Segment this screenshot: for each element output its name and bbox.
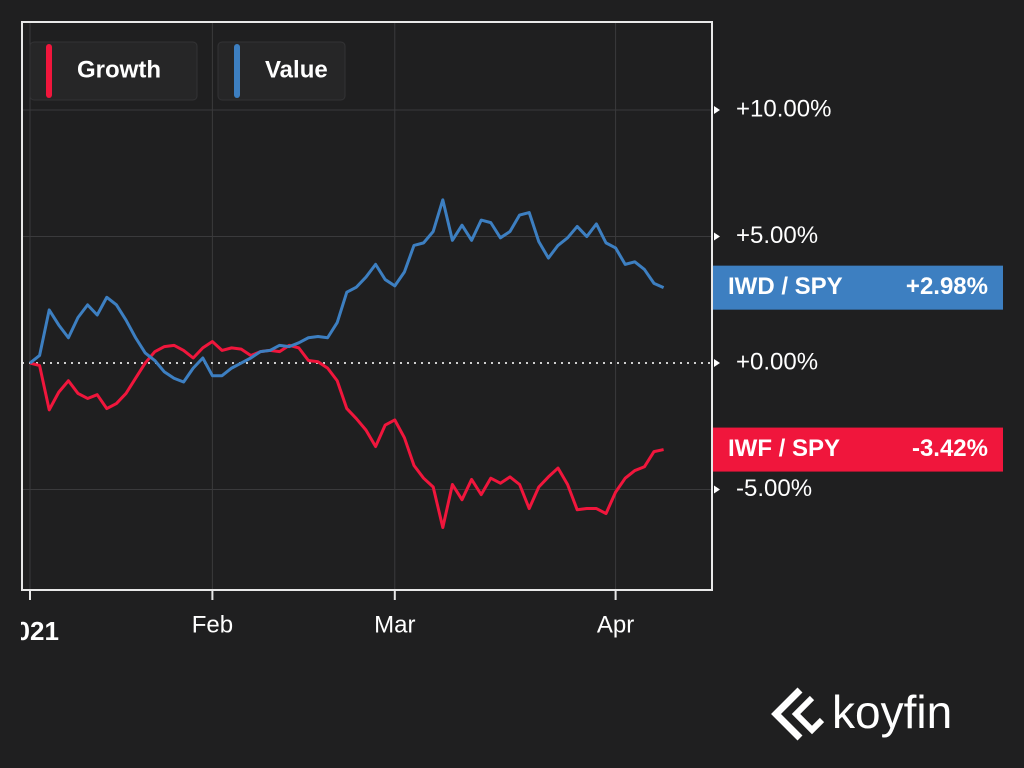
legend-box: [217, 41, 346, 101]
series-line: [29, 340, 664, 530]
x-tick-label: Feb: [192, 611, 233, 638]
end-tag-value: +2.98%: [906, 273, 988, 300]
legend-box: [29, 41, 198, 101]
end-tag: [713, 265, 1003, 310]
end-tag-value: -3.42%: [912, 435, 988, 462]
plot-area: 2021 Feb Mar Apr -5.00% +0.00% +5.00% +10.00% Gr…: [1, 22, 1003, 646]
end-tag-label: IWF / SPY: [728, 435, 840, 462]
series-line: [29, 198, 665, 384]
y-tick-arrow: [714, 359, 720, 368]
plot-frame: [21, 21, 713, 591]
y-tick-label: +10.00%: [736, 95, 831, 122]
y-tick-label: +5.00%: [736, 222, 818, 249]
y-tick-arrow: [714, 485, 720, 494]
legend-swatch: [46, 44, 52, 98]
end-tag-label: IWD / SPY: [728, 273, 843, 300]
y-tick-arrow: [714, 106, 720, 115]
y-tick-label: +0.00%: [736, 348, 818, 375]
logo-text: koyfin: [832, 686, 952, 738]
logo: koyfin: [771, 686, 952, 741]
x-tick-label: 2021: [1, 616, 59, 646]
x-tick-label: Apr: [597, 611, 634, 638]
logo-icon: [771, 687, 803, 741]
x-tick-label: Mar: [374, 611, 415, 638]
y-tick-arrow: [714, 232, 720, 241]
legend-label: Value: [265, 56, 328, 83]
legend-swatch: [234, 44, 240, 98]
legend-label: Growth: [77, 56, 161, 83]
y-tick-label: -5.00%: [736, 475, 812, 502]
end-tag: [713, 427, 1003, 472]
logo-icon: [791, 695, 825, 735]
